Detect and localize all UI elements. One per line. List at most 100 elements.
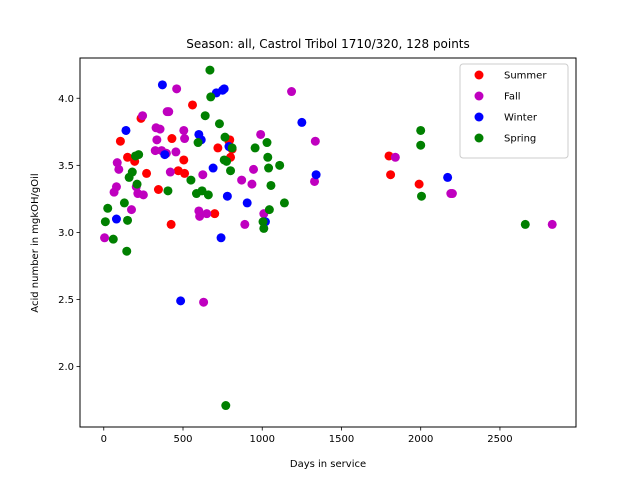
data-point [134, 150, 144, 160]
data-point [200, 111, 210, 121]
data-point [227, 143, 237, 153]
legend-label: Winter [504, 113, 538, 124]
data-point [443, 172, 453, 182]
data-point [100, 217, 110, 227]
data-point [122, 246, 132, 256]
data-point [219, 84, 229, 94]
data-point [220, 132, 230, 142]
data-point [167, 134, 177, 144]
data-point [264, 205, 274, 215]
y-tick-label: 2.0 [58, 362, 74, 373]
x-tick-label: 2000 [408, 434, 433, 445]
data-point [386, 170, 396, 180]
data-point [275, 160, 285, 170]
data-point [127, 205, 136, 215]
data-point [279, 198, 289, 208]
data-point [311, 170, 321, 180]
data-point [152, 135, 162, 145]
data-point [262, 138, 272, 148]
data-point [222, 191, 232, 201]
data-point [250, 143, 260, 153]
y-axis-ticks: 2.0 2.5 3.0 3.5 4.0 [58, 94, 80, 373]
data-point [150, 146, 160, 156]
data-point [100, 233, 110, 243]
legend-marker [474, 112, 484, 122]
data-point [416, 140, 426, 150]
x-tick-label: 1000 [250, 434, 275, 445]
data-point [103, 203, 113, 213]
data-point [287, 87, 297, 97]
data-point [179, 125, 189, 135]
data-point [226, 166, 236, 176]
data-point [258, 217, 268, 227]
data-point [166, 219, 176, 229]
data-point [115, 136, 125, 146]
data-point [214, 119, 224, 129]
data-point [195, 211, 205, 221]
legend-marker [474, 133, 484, 143]
data-point [157, 80, 167, 90]
data-point [547, 219, 557, 229]
data-point [199, 297, 209, 307]
y-tick-label: 4.0 [58, 94, 74, 105]
data-point [160, 150, 170, 160]
data-point [165, 167, 175, 177]
x-axis-ticks: 0 500 1000 1500 2000 2500 [101, 427, 513, 445]
data-point [210, 209, 220, 219]
data-point [310, 136, 320, 146]
data-point [208, 163, 218, 173]
data-point [416, 125, 426, 135]
data-point [142, 168, 152, 178]
data-point [132, 179, 142, 189]
y-tick-label: 3.0 [58, 228, 74, 239]
data-point [222, 156, 232, 166]
data-point [417, 191, 426, 201]
data-point [164, 107, 174, 117]
data-point [240, 219, 250, 229]
data-point [112, 158, 122, 168]
data-point [263, 152, 273, 162]
y-tick-label: 3.5 [58, 161, 74, 172]
data-point [111, 182, 121, 192]
data-point [264, 163, 274, 173]
data-point [193, 138, 203, 148]
data-point [123, 215, 133, 225]
data-point [297, 117, 307, 127]
x-tick-label: 1500 [329, 434, 354, 445]
legend: Summer Fall Winter Spring [459, 63, 569, 159]
data-point [121, 125, 131, 135]
data-point [176, 296, 186, 306]
y-tick-label: 2.5 [58, 295, 74, 306]
data-point [114, 164, 124, 174]
legend-marker [474, 70, 484, 80]
data-point [447, 189, 457, 199]
data-point [205, 65, 215, 75]
data-point [221, 401, 231, 411]
data-point [216, 233, 226, 243]
data-point [180, 168, 190, 178]
data-point [259, 223, 269, 233]
legend-label: Spring [504, 134, 536, 145]
data-point [310, 176, 320, 186]
x-tick-label: 500 [173, 434, 192, 445]
data-point [119, 198, 129, 208]
data-points [100, 65, 557, 411]
data-point [108, 234, 118, 244]
data-point [123, 152, 133, 162]
data-point [520, 219, 530, 229]
data-point [186, 175, 196, 185]
data-point [180, 134, 190, 144]
plot-frame [79, 57, 577, 428]
data-point [249, 164, 259, 174]
data-point [172, 84, 182, 94]
data-point [247, 179, 257, 189]
data-point [188, 100, 198, 110]
x-tick-label: 0 [101, 434, 107, 445]
data-point [206, 92, 216, 102]
data-point [202, 209, 212, 219]
data-point [198, 170, 208, 180]
data-point [266, 180, 276, 190]
data-point [242, 198, 252, 208]
data-point [138, 190, 148, 200]
